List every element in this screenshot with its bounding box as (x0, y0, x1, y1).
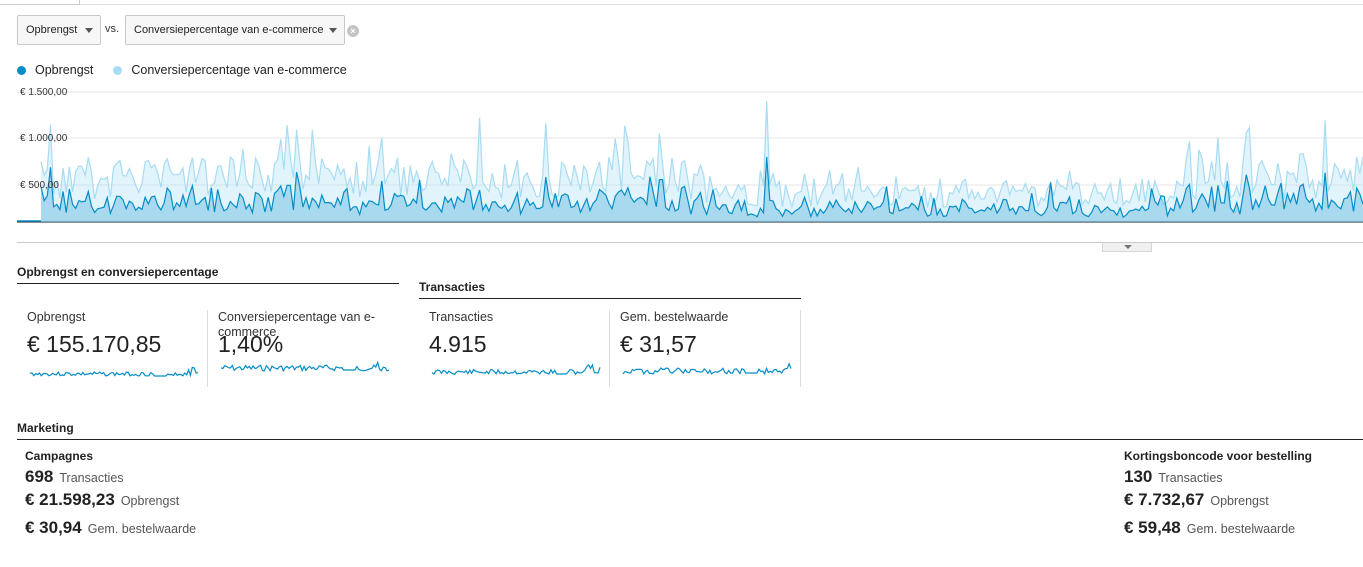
sparkline (431, 363, 601, 376)
campaigns-block: Campagnes 698 Transacties € 21.598,23 Op… (25, 449, 196, 546)
series-line-opbrengst (40, 156, 1363, 219)
campaigns-row[interactable]: 698 Transacties (25, 467, 196, 490)
stat-label: Opbrengst (120, 494, 180, 508)
sparkline-path (622, 362, 792, 376)
stat-value: 698 (25, 467, 54, 486)
tab-divider (80, 4, 1363, 5)
coupons-title: Kortingsboncode voor bestelling (1124, 449, 1313, 463)
coupons-row[interactable]: 130 Transacties (1124, 467, 1312, 490)
active-tab[interactable] (0, 0, 80, 5)
stat-value: € 59,48 (1124, 518, 1181, 537)
close-icon[interactable]: × (347, 25, 359, 37)
metric-label: Conversiepercentage van e-commerce (218, 310, 376, 339)
metric-card-opbrengst[interactable]: Opbrengst € 155.170,85 (17, 310, 207, 387)
metric-card-transacties[interactable]: Transacties 4.915 (419, 310, 609, 387)
legend-label: Opbrengst (35, 63, 94, 77)
metric-label: Opbrengst (27, 310, 86, 324)
chevron-down-icon (1124, 245, 1132, 249)
metric-label: Transacties (429, 310, 494, 324)
secondary-metric-label: Conversiepercentage van e-commerce (134, 24, 324, 36)
metric-value: € 155.170,85 (27, 331, 162, 357)
sparkline (29, 366, 199, 378)
stat-label: Gem. bestelwaarde (87, 522, 197, 536)
y-tick-label: € 500,00 (20, 180, 59, 191)
coupons-block: Kortingsboncode voor bestelling 130 Tran… (1124, 449, 1312, 546)
chevron-down-icon (85, 28, 93, 33)
stat-label: Transacties (59, 471, 124, 485)
section-title-revenue: Opbrengst en conversiepercentage (17, 265, 399, 284)
stat-value: € 30,94 (25, 518, 82, 537)
metric-label: Gem. bestelwaarde (620, 310, 729, 324)
section-title-marketing: Marketing (17, 421, 1363, 440)
stat-label: Gem. bestelwaarde (1186, 522, 1296, 536)
section-title-transactions: Transacties (419, 280, 801, 299)
y-tick-label: € 1.500,00 (20, 87, 68, 98)
legend-dot-icon (17, 65, 26, 75)
series-line-conversie (40, 100, 1363, 210)
stat-value: € 7.732,67 (1124, 490, 1205, 509)
campaigns-row[interactable]: € 21.598,23 Opbrengst (25, 490, 196, 518)
legend-label: Conversiepercentage van e-commerce (131, 63, 347, 77)
series-area-opbrengst (41, 156, 1363, 222)
expand-handle[interactable] (1102, 243, 1152, 252)
metric-card-conversie[interactable]: Conversiepercentage van e-commerce 1,40% (207, 310, 397, 387)
sparkline-path (220, 360, 390, 373)
legend-item-opbrengst[interactable]: Opbrengst (17, 63, 93, 77)
metric-value: € 31,57 (620, 331, 697, 357)
sparkline (220, 360, 390, 373)
campaigns-title: Campagnes (25, 449, 94, 463)
legend-dot-icon (113, 65, 123, 75)
chart-divider (17, 242, 1363, 243)
legend-item-conversie[interactable]: Conversiepercentage van e-commerce (113, 63, 347, 77)
primary-metric-label: Opbrengst (26, 24, 78, 36)
vs-label: vs. (105, 23, 120, 35)
chevron-down-icon (329, 28, 337, 33)
sparkline-path (431, 363, 601, 376)
metric-card-bestelwaarde[interactable]: Gem. bestelwaarde € 31,57 (609, 310, 799, 387)
y-tick-label: € 1.000,00 (20, 133, 68, 144)
campaigns-row[interactable]: € 30,94 Gem. bestelwaarde (25, 518, 196, 546)
coupons-row[interactable]: € 7.732,67 Opbrengst (1124, 490, 1312, 518)
stat-label: Opbrengst (1210, 494, 1269, 508)
metric-value: 4.915 (429, 331, 487, 357)
stat-label: Transacties (1158, 471, 1223, 485)
secondary-metric-select[interactable]: Conversiepercentage van e-commerce (125, 15, 345, 45)
chart-legend: Opbrengst Conversiepercentage van e-comm… (17, 63, 367, 77)
metric-value: 1,40% (218, 331, 284, 357)
stat-value: 130 (1124, 467, 1153, 486)
primary-metric-select[interactable]: Opbrengst (17, 15, 101, 45)
series-area-conversie (41, 101, 1363, 222)
main-line-chart[interactable]: € 1.500,00 € 1.000,00 € 500,00 (17, 82, 1363, 242)
metric-divider (800, 310, 801, 387)
sparkline-path (29, 366, 199, 378)
stat-value: € 21.598,23 (25, 490, 115, 509)
sparkline (622, 362, 792, 376)
coupons-row[interactable]: € 59,48 Gem. bestelwaarde (1124, 518, 1312, 546)
